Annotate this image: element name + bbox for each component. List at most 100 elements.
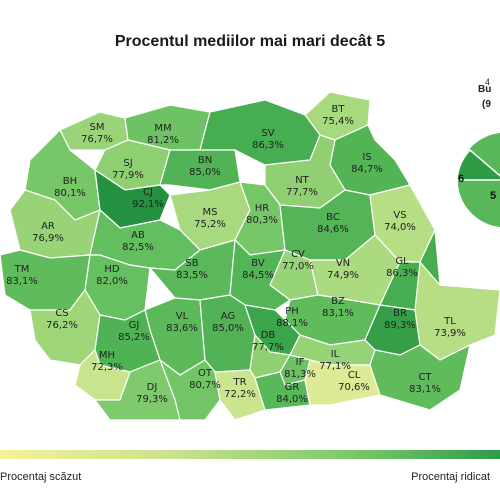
county-label-bn: BN 85,0%	[189, 155, 221, 179]
county-label-mm: MM 81,2%	[147, 123, 179, 147]
county-value: 85,0%	[189, 167, 221, 178]
county-value: 77,7%	[252, 342, 284, 353]
county-code: BH	[62, 176, 78, 187]
county-code: CS	[55, 308, 69, 319]
legend-color-scale	[0, 450, 500, 459]
county-code: VL	[175, 311, 189, 322]
legend-high-label: Procentaj ridicat	[411, 471, 490, 483]
county-label-sm: SM 76,7%	[81, 122, 113, 146]
county-code: HD	[104, 264, 120, 275]
county-code: IS	[362, 152, 372, 163]
county-value: 74,9%	[327, 270, 359, 281]
county-code: SM	[89, 122, 105, 133]
county-label-cv: CV 77,0%	[282, 249, 314, 273]
county-code: GJ	[128, 320, 140, 331]
county-code: IL	[330, 349, 340, 360]
county-value: 81,3%	[284, 369, 316, 380]
county-value: 88,1%	[276, 318, 308, 329]
county-label-gr: GR 84,0%	[276, 382, 308, 406]
county-value: 80,1%	[54, 188, 86, 199]
county-value: 82,5%	[122, 242, 154, 253]
county-label-bz: BZ 83,1%	[322, 296, 354, 320]
county-label-vl: VL 83,6%	[166, 311, 198, 335]
county-label-ms: MS 75,2%	[194, 207, 226, 231]
county-code: BV	[251, 258, 265, 269]
county-ct	[369, 343, 471, 411]
bucharest-sector-shape	[456, 148, 500, 181]
county-dj	[93, 359, 181, 421]
county-label-bt: BT 75,4%	[322, 104, 354, 128]
county-label-hr: HR 80,3%	[246, 203, 278, 227]
county-label-ab: AB 82,5%	[122, 230, 154, 254]
county-code: TM	[14, 264, 30, 275]
county-label-bv: BV 84,5%	[242, 258, 274, 282]
county-label-br: BR 89,3%	[384, 308, 416, 332]
county-code: MH	[98, 350, 116, 361]
county-code: BT	[331, 104, 345, 115]
county-label-ar: AR 76,9%	[32, 221, 64, 245]
county-code: MS	[202, 207, 218, 218]
county-label-ag: AG 85,0%	[212, 311, 244, 335]
county-label-tl: TL 73,9%	[434, 316, 466, 340]
county-code: IF	[295, 357, 305, 368]
county-code: NT	[295, 175, 309, 186]
county-value: 74,0%	[384, 222, 416, 233]
county-value: 77,9%	[112, 170, 144, 181]
map-title: Procentul mediilor mai mari decât 5	[114, 33, 386, 50]
county-code: BC	[326, 212, 340, 223]
county-code: AB	[131, 230, 145, 241]
county-code: HR	[254, 203, 270, 214]
county-label-db: DB 77,7%	[252, 330, 284, 354]
county-value: 86,3%	[252, 140, 284, 151]
county-code: BZ	[331, 296, 345, 307]
county-label-vs: VS 74,0%	[384, 210, 416, 234]
county-code: AR	[41, 221, 55, 232]
county-value: 85,0%	[212, 323, 244, 334]
county-code: TL	[444, 316, 456, 327]
county-label-sj: SJ 77,9%	[112, 158, 144, 182]
county-code: GR	[284, 382, 300, 393]
county-label-cl: CL 70,6%	[338, 370, 370, 394]
county-code: PH	[285, 306, 299, 317]
county-label-sv: SV 86,3%	[252, 128, 284, 152]
county-label-vn: VN 74,9%	[327, 258, 359, 282]
county-value: 92,1%	[132, 199, 164, 210]
county-code: GL	[395, 256, 409, 267]
county-label-mh: MH 72,3%	[91, 350, 123, 374]
county-label-if: IF 81,3%	[284, 357, 316, 381]
county-label-cs: CS 76,2%	[46, 308, 78, 332]
inset-value: (9	[482, 99, 491, 110]
county-label-bh: BH 80,1%	[54, 176, 86, 200]
county-code: DJ	[146, 382, 158, 393]
inset-caption: 4	[485, 77, 491, 87]
county-label-il: IL 77,1%	[319, 349, 351, 373]
county-code: SV	[261, 128, 275, 139]
county-code: CV	[291, 249, 305, 260]
county-code: DB	[260, 330, 276, 341]
county-value: 83,1%	[6, 276, 38, 287]
county-value: 84,0%	[276, 394, 308, 405]
county-value: 72,2%	[224, 389, 256, 400]
county-code: BN	[197, 155, 213, 166]
county-value: 75,2%	[194, 219, 226, 230]
county-value: 85,2%	[118, 332, 150, 343]
county-value: 89,3%	[384, 320, 416, 331]
county-code: VN	[335, 258, 351, 269]
county-code: SJ	[123, 158, 133, 169]
county-tl	[414, 260, 500, 361]
county-code: BR	[393, 308, 407, 319]
county-value: 80,7%	[189, 380, 221, 391]
county-label-ot: OT 80,7%	[189, 368, 221, 392]
legend-low-label: Procentaj scăzut	[0, 471, 82, 483]
county-value: 83,1%	[322, 308, 354, 319]
county-label-dj: DJ 79,3%	[136, 382, 168, 406]
county-code: CT	[418, 372, 432, 383]
county-label-sb: SB 83,5%	[176, 258, 208, 282]
county-value: 79,3%	[136, 394, 168, 405]
county-label-bc: BC 84,6%	[317, 212, 349, 236]
county-label-gl: GL 86,3%	[386, 256, 418, 280]
county-value: 77,7%	[286, 187, 318, 198]
county-value: 76,2%	[46, 320, 78, 331]
county-value: 70,6%	[338, 382, 370, 393]
county-code: OT	[198, 368, 212, 379]
